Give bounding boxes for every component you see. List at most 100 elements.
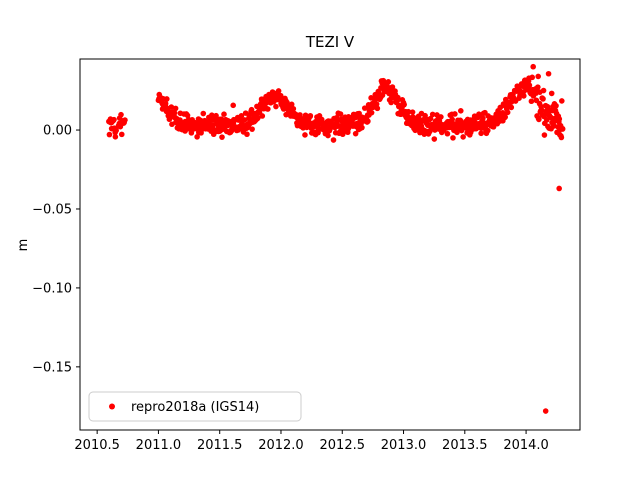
data-point — [556, 185, 562, 192]
data-point — [490, 124, 497, 130]
data-point — [529, 74, 536, 81]
data-point — [547, 114, 554, 121]
data-point — [551, 123, 557, 129]
x-tick-label: 2011.5 — [197, 438, 243, 453]
data-point — [548, 90, 555, 97]
data-point — [429, 111, 436, 118]
data-point — [172, 105, 179, 112]
data-point — [504, 109, 511, 116]
data-point — [361, 105, 368, 111]
data-point — [365, 118, 371, 125]
data-point — [558, 134, 565, 141]
legend-box — [88, 391, 302, 422]
data-point — [325, 132, 331, 139]
data-point — [431, 136, 438, 142]
y-tick-label: −0.05 — [32, 202, 72, 217]
data-point — [241, 117, 248, 123]
axis-ticks-layer: 2010.5 2011.0 2011.5 2012.0 2012.5 2013.0 2013… — [32, 124, 549, 453]
data-point — [526, 82, 533, 89]
plot-frame — [79, 58, 581, 431]
data-point — [389, 84, 396, 90]
data-point — [452, 111, 458, 117]
chart-title: TEZI V — [305, 33, 355, 51]
data-point — [122, 117, 128, 123]
data-point — [337, 111, 344, 117]
x-tick-label: 2012.0 — [258, 438, 304, 453]
data-point — [388, 99, 394, 106]
data-point — [427, 115, 434, 122]
data-point — [438, 114, 444, 120]
data-point — [528, 98, 535, 105]
data-point — [373, 101, 380, 107]
x-tick-label: 2014.0 — [503, 438, 549, 453]
data-point — [171, 110, 178, 116]
data-point — [540, 96, 546, 102]
legend-marker-dot-icon — [109, 403, 115, 410]
data-point — [284, 99, 290, 106]
data-point — [230, 102, 236, 109]
data-point — [540, 87, 547, 94]
data-point — [385, 79, 392, 85]
data-point — [209, 112, 215, 119]
data-point — [259, 113, 266, 119]
data-point — [405, 108, 412, 115]
y-tick-label: −0.15 — [32, 360, 72, 375]
data-point — [450, 135, 456, 141]
data-point — [480, 115, 486, 122]
data-point — [559, 126, 566, 132]
data-point — [255, 115, 261, 121]
x-tick-label: 2012.5 — [320, 438, 366, 453]
legend: repro2018a (IGS14) — [88, 391, 302, 422]
data-point — [307, 112, 314, 119]
data-point — [238, 113, 245, 119]
data-point — [113, 127, 119, 134]
data-point — [457, 108, 464, 114]
data-point — [530, 63, 536, 70]
data-point — [478, 130, 484, 137]
scatter-points-layer — [106, 63, 566, 414]
data-point — [188, 130, 195, 136]
data-point — [460, 134, 466, 140]
legend-label: repro2018a (IGS14) — [131, 400, 259, 415]
x-tick-label: 2010.5 — [74, 438, 120, 453]
data-point — [535, 84, 541, 90]
data-point — [164, 96, 170, 102]
data-point — [200, 110, 207, 117]
data-point — [559, 98, 565, 104]
data-point — [290, 105, 297, 112]
data-point — [112, 134, 119, 140]
data-point — [444, 130, 451, 137]
data-point — [395, 94, 401, 101]
y-axis-label: m — [16, 239, 31, 252]
data-point — [265, 106, 271, 112]
data-point — [273, 103, 279, 110]
data-point — [213, 112, 219, 119]
data-point — [508, 104, 515, 111]
data-point — [541, 132, 548, 138]
y-tick-label: 0.00 — [43, 124, 72, 139]
data-point — [535, 73, 541, 80]
data-point — [545, 70, 552, 77]
data-point — [275, 88, 282, 94]
data-point — [302, 132, 308, 138]
data-point — [288, 101, 295, 108]
data-point — [502, 114, 509, 120]
data-point — [297, 112, 303, 118]
data-point — [111, 116, 117, 123]
data-point — [359, 124, 365, 131]
y-tick-label: −0.10 — [32, 281, 72, 296]
data-point — [315, 129, 321, 136]
x-tick-label: 2013.5 — [442, 438, 488, 453]
data-point — [118, 111, 124, 118]
data-point — [379, 92, 386, 99]
data-point — [118, 131, 125, 138]
data-point — [219, 134, 225, 140]
data-point — [168, 104, 175, 110]
data-point — [401, 101, 407, 108]
data-point — [556, 116, 563, 122]
data-point — [194, 134, 200, 140]
data-point — [553, 102, 559, 109]
data-point — [543, 117, 550, 123]
